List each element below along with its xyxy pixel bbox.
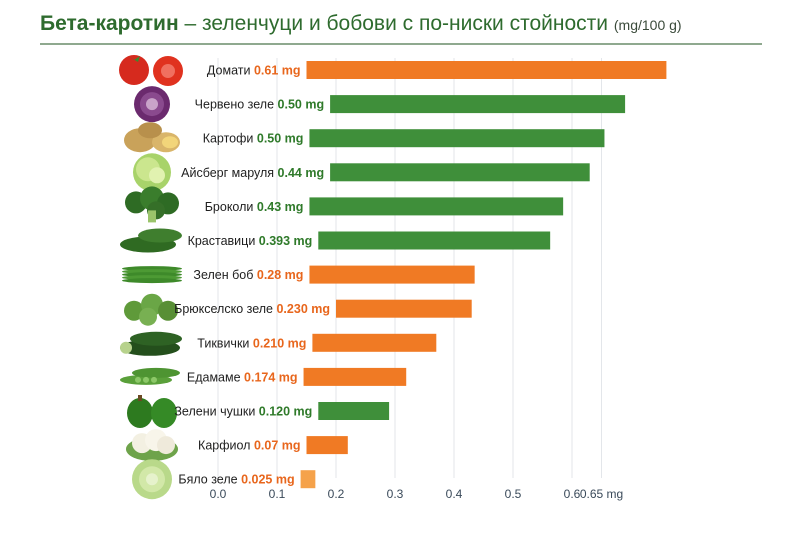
x-tick-label: 0.2: [328, 487, 345, 501]
x-tick-label: 0.5: [505, 487, 522, 501]
bar-label: Бяло зеле 0.025 mg: [178, 473, 294, 487]
bar-row: Зелени чушки 0.120 mg: [127, 395, 390, 428]
zucchini-icon: [120, 331, 182, 356]
bar-label: Айсберг маруля 0.44 mg: [181, 166, 324, 180]
bar-name: Брюкселско зеле: [174, 302, 276, 316]
bar-name: Краставици: [188, 234, 259, 248]
bar-row: Тиквички 0.210 mg: [120, 331, 437, 356]
cucumber-icon: [120, 228, 182, 253]
bar-name: Картофи: [203, 132, 257, 146]
bar-name: Карфиол: [198, 439, 254, 453]
x-tick-label: 0.3: [387, 487, 404, 501]
bar-value-label: 0.28 mg: [257, 268, 304, 282]
bar: [330, 163, 590, 182]
x-tick-label: 0.1: [269, 487, 286, 501]
title-dash: –: [178, 12, 203, 35]
bar: [306, 436, 348, 455]
bar-name: Бяло зеле: [178, 473, 241, 487]
bar-value-label: 0.393 mg: [259, 234, 313, 248]
bar-name: Айсберг маруля: [181, 166, 277, 180]
bar-label: Зелен боб 0.28 mg: [193, 268, 303, 282]
x-tick-label: 0.0: [210, 487, 227, 501]
bar: [318, 231, 551, 250]
bar-value-label: 0.61 mg: [254, 64, 301, 78]
bar-label: Картофи 0.50 mg: [203, 132, 304, 146]
bar-label: Броколи 0.43 mg: [205, 200, 304, 214]
chart-title: Бета-каротин – зеленчуци и бобови с по-н…: [40, 12, 780, 36]
bar-value-label: 0.120 mg: [259, 405, 313, 419]
white-cabbage-icon: [132, 459, 172, 500]
x-tick-label: 0.65 mg: [580, 487, 623, 501]
cauliflower-icon: [126, 429, 178, 462]
bar: [318, 402, 390, 420]
bar-label: Червено зеле 0.50 mg: [195, 98, 324, 112]
red-cabbage-icon: [134, 86, 170, 123]
bar-row: Едамаме 0.174 mg: [120, 367, 407, 386]
x-tick-label: 0.6: [564, 487, 581, 501]
bar-row: Домати 0.61 mg: [119, 55, 667, 86]
bar-value-label: 0.50 mg: [278, 98, 325, 112]
bar-row: Краставици 0.393 mg: [120, 228, 551, 253]
bar-name: Домати: [207, 64, 254, 78]
bar-label: Зелени чушки 0.120 mg: [174, 405, 312, 419]
bar-label: Домати 0.61 mg: [207, 64, 301, 78]
bar-row: Зелен боб 0.28 mg: [122, 265, 475, 284]
bar: [312, 333, 437, 352]
bar-name: Едамаме: [187, 370, 244, 384]
bar-value-label: 0.43 mg: [257, 200, 304, 214]
bar: [336, 299, 472, 318]
potato-icon: [124, 122, 180, 153]
title-divider: [40, 43, 762, 45]
bar: [306, 61, 667, 79]
bar-label: Брюкселско зеле 0.230 mg: [174, 302, 330, 316]
bar-value-label: 0.50 mg: [257, 132, 304, 146]
bar: [330, 95, 626, 114]
bar-value-label: 0.230 mg: [276, 302, 330, 316]
broccoli-icon: [125, 186, 179, 223]
bar-name: Зелени чушки: [174, 405, 258, 419]
bar-row: Броколи 0.43 mg: [125, 186, 564, 223]
bar: [309, 129, 605, 148]
bar: [300, 470, 316, 489]
bar: [309, 265, 475, 284]
bar-value-label: 0.07 mg: [254, 439, 301, 453]
bar-name: Тиквички: [197, 336, 253, 350]
title-unit: (mg/100 g): [613, 17, 682, 33]
title-rest: зеленчуци и бобови с по-ниски стойности: [202, 12, 609, 35]
bar: [309, 197, 564, 216]
bar-row: Брюкселско зеле 0.230 mg: [124, 293, 472, 326]
bar-name: Зелен боб: [193, 268, 256, 282]
bar-label: Едамаме 0.174 mg: [187, 370, 298, 384]
bar-row: Червено зеле 0.50 mg: [134, 86, 626, 123]
bar-row: Айсберг маруля 0.44 mg: [133, 153, 590, 192]
x-tick-label: 0.4: [446, 487, 463, 501]
green-beans-icon: [122, 266, 182, 284]
bar-name: Броколи: [205, 200, 257, 214]
bar-row: Карфиол 0.07 mg: [126, 429, 348, 462]
bar-name: Червено зеле: [195, 98, 278, 112]
title-main: Бета-каротин: [40, 12, 179, 35]
lettuce-icon: [133, 153, 171, 192]
bar-row: Бяло зеле 0.025 mg: [132, 459, 316, 500]
brussels-sprouts-icon: [124, 293, 178, 326]
bar-label: Краставици 0.393 mg: [188, 234, 313, 248]
bar-label: Карфиол 0.07 mg: [198, 439, 300, 453]
bar-value-label: 0.210 mg: [253, 336, 307, 350]
green-pepper-icon: [127, 395, 177, 428]
bar-value-label: 0.174 mg: [244, 370, 298, 384]
bar-label: Тиквички 0.210 mg: [197, 336, 306, 350]
bar-row: Картофи 0.50 mg: [124, 122, 605, 153]
tomato-icon: [119, 55, 183, 86]
bar: [303, 367, 407, 386]
edamame-icon: [120, 367, 180, 385]
bar-value-label: 0.44 mg: [278, 166, 325, 180]
bar-value-label: 0.025 mg: [241, 473, 295, 487]
